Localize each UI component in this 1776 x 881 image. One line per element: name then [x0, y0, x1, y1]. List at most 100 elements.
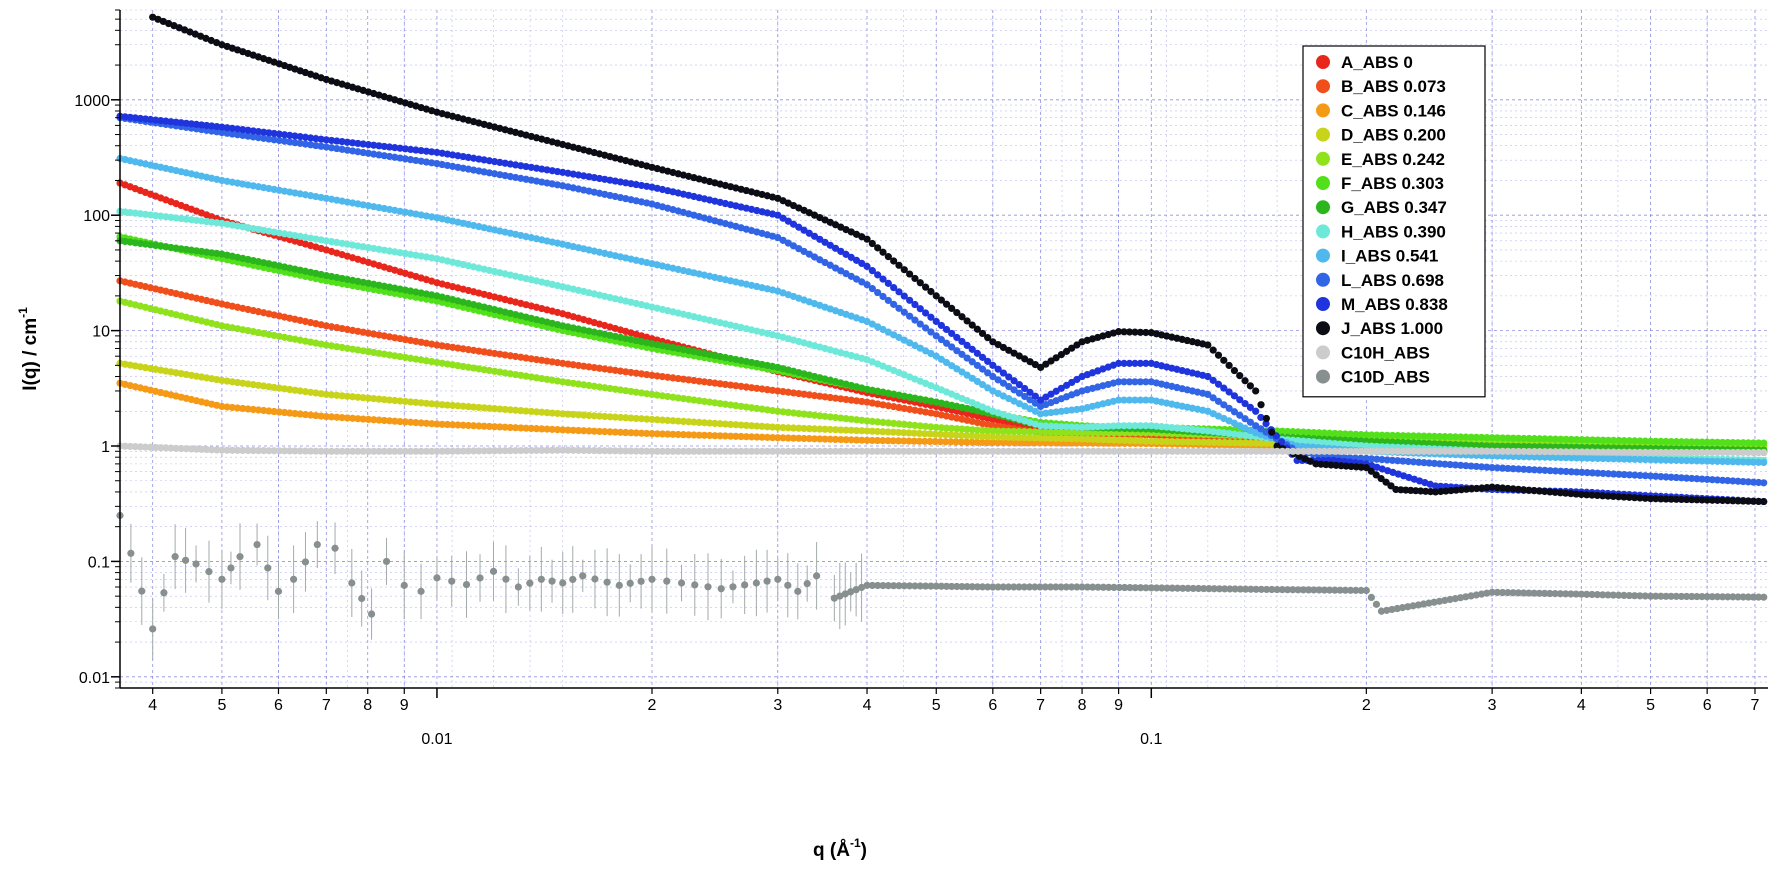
data-point [1094, 423, 1102, 431]
data-point [407, 354, 415, 362]
legend: A_ABS 0 B_ABS 0.073 C_ABS 0.146 D_ABS 0.200… [1302, 45, 1486, 398]
data-point [858, 436, 866, 444]
legend-label: J_ABS 1.000 [1341, 319, 1443, 338]
x-axis-title: q (Å-1) [813, 836, 867, 861]
data-point [585, 427, 593, 435]
data-point [1457, 441, 1465, 449]
data-point [1662, 437, 1670, 446]
data-point [973, 426, 981, 434]
data-point [922, 422, 930, 430]
data-point [301, 410, 310, 419]
data-point [1015, 427, 1023, 436]
data-point [879, 428, 887, 436]
data-point [653, 372, 661, 380]
data-point [1246, 382, 1254, 390]
data-point [852, 426, 861, 435]
data-point [218, 402, 226, 411]
data-point [1729, 438, 1737, 447]
data-point [717, 585, 725, 593]
data-point [1488, 442, 1496, 450]
data-point [784, 581, 792, 589]
data-point [331, 544, 339, 552]
data-point [611, 413, 619, 421]
data-point [1010, 433, 1018, 441]
data-point [1004, 427, 1013, 435]
data-point [737, 382, 745, 390]
data-point [590, 382, 598, 390]
data-point [1504, 442, 1512, 450]
data-point [1189, 438, 1197, 446]
data-point [590, 363, 598, 372]
data-point [1409, 439, 1418, 447]
data-point [291, 409, 299, 418]
data-point [763, 386, 771, 394]
legend-label: L_ABS 0.698 [1341, 271, 1444, 290]
data-point [412, 419, 420, 427]
data-point [626, 579, 634, 587]
data-point [653, 430, 661, 438]
data-point [1289, 428, 1297, 436]
data-point [1025, 439, 1034, 447]
data-point [433, 400, 441, 408]
data-point [863, 385, 871, 393]
data-point [496, 423, 504, 431]
data-point [1357, 441, 1365, 450]
data-point [1336, 430, 1344, 438]
data-point [1657, 437, 1665, 446]
data-point [433, 574, 441, 582]
data-point [443, 420, 452, 429]
data-point [1010, 439, 1018, 447]
data-point [280, 408, 289, 417]
data-point [858, 397, 866, 406]
data-point [879, 401, 887, 409]
data-point [1204, 341, 1212, 349]
y-axis-title-sup: -1 [16, 307, 30, 318]
data-point [1430, 440, 1439, 448]
legend-marker [1316, 200, 1330, 215]
data-point [1067, 429, 1076, 437]
data-point [1451, 433, 1460, 441]
data-point [863, 436, 871, 444]
data-point [1493, 442, 1502, 450]
data-point [768, 386, 777, 394]
data-point [674, 374, 682, 383]
data-point [648, 575, 656, 583]
data-point [627, 429, 635, 437]
data-point [480, 404, 488, 412]
data-point [1483, 442, 1491, 450]
data-point [1099, 436, 1107, 444]
legend-label: E_ABS 0.242 [1341, 150, 1445, 169]
data-point [1504, 434, 1512, 442]
data-point [611, 385, 619, 393]
data-point [1583, 436, 1591, 444]
data-point [1320, 439, 1328, 447]
data-point [1057, 422, 1065, 431]
data-point [758, 385, 766, 393]
data-point [1462, 441, 1470, 449]
data-point [1693, 438, 1701, 446]
data-point [1415, 432, 1423, 440]
data-point [669, 393, 677, 401]
x-tick-label: 8 [363, 697, 372, 714]
data-point [532, 425, 541, 433]
data-point [1425, 432, 1433, 440]
data-point [947, 438, 955, 446]
data-point [548, 577, 556, 585]
data-point [873, 427, 882, 436]
data-series [116, 13, 1768, 661]
x-tick-label: 5 [217, 697, 226, 714]
data-point [711, 399, 719, 407]
data-point [253, 540, 261, 549]
legend-label: A_ABS 0 [1341, 53, 1413, 72]
data-point [1620, 437, 1628, 445]
data-point [658, 430, 667, 438]
data-point [1241, 431, 1249, 439]
legend-marker [1316, 79, 1330, 94]
data-point [338, 392, 346, 400]
data-point [1210, 438, 1218, 446]
data-point [1325, 429, 1334, 437]
data-point [1220, 429, 1228, 437]
data-point [1315, 429, 1323, 437]
data-point [1142, 422, 1150, 430]
data-point [847, 426, 855, 434]
